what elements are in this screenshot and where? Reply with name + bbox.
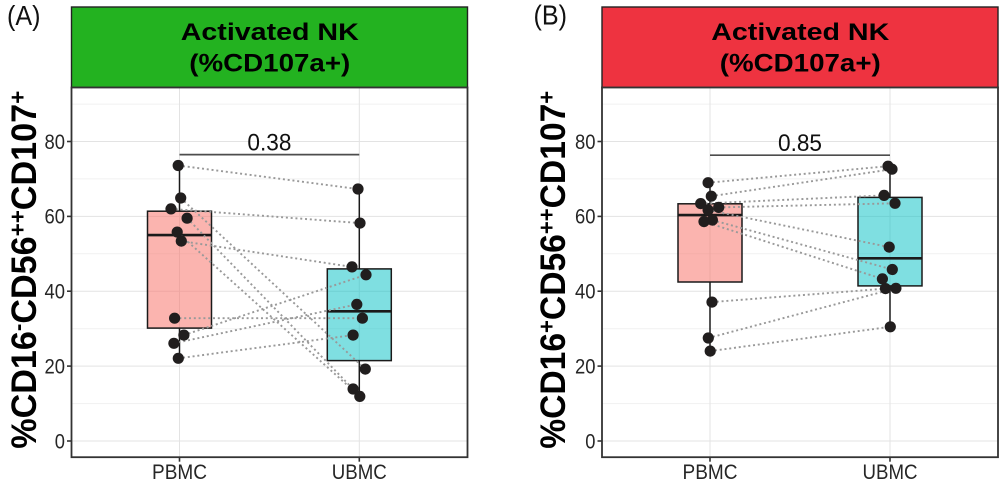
- svg-text:80: 80: [575, 131, 596, 154]
- svg-text:(%CD107a+): (%CD107a+): [189, 49, 350, 77]
- svg-text:60: 60: [45, 206, 66, 229]
- svg-text:Activated NK: Activated NK: [181, 19, 360, 46]
- svg-text:%CD16-CD56++CD107+: %CD16-CD56++CD107+: [5, 91, 45, 449]
- svg-text:(B): (B): [534, 0, 568, 30]
- svg-text:40: 40: [45, 281, 66, 304]
- svg-text:(%CD107a+): (%CD107a+): [720, 49, 881, 77]
- svg-text:60: 60: [575, 206, 596, 229]
- svg-text:%CD16+CD56++CD107+: %CD16+CD56++CD107+: [534, 91, 574, 449]
- svg-text:Activated NK: Activated NK: [711, 19, 890, 46]
- svg-text:20: 20: [45, 355, 66, 378]
- svg-text:0.85: 0.85: [778, 130, 822, 157]
- svg-text:PBMC: PBMC: [152, 461, 207, 484]
- svg-text:0: 0: [585, 430, 595, 453]
- svg-text:UBMC: UBMC: [332, 461, 387, 484]
- svg-text:UBMC: UBMC: [863, 461, 918, 484]
- svg-text:0: 0: [55, 430, 65, 453]
- svg-text:80: 80: [45, 131, 66, 154]
- svg-text:PBMC: PBMC: [683, 461, 738, 484]
- svg-text:20: 20: [575, 355, 596, 378]
- svg-text:40: 40: [575, 281, 596, 304]
- svg-text:0.38: 0.38: [247, 129, 291, 156]
- svg-text:(A): (A): [7, 0, 41, 31]
